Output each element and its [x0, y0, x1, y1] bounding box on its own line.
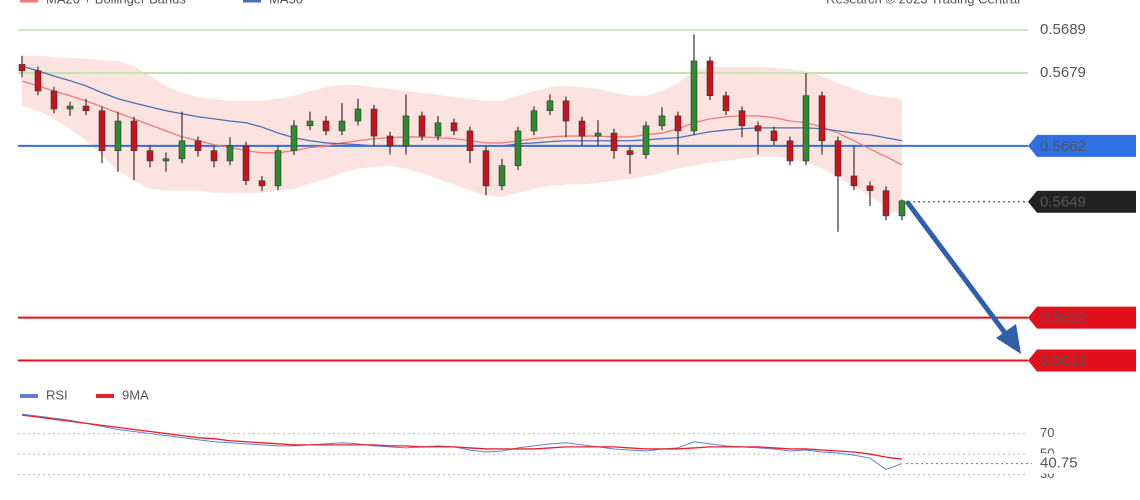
candle-body [194, 140, 202, 151]
level-label-box [1028, 349, 1136, 372]
candle-body [530, 110, 538, 132]
candle-body [210, 150, 218, 162]
level-label: 0.5622 [1040, 310, 1086, 327]
candle-body [66, 105, 74, 110]
candle-body [722, 95, 730, 112]
candle-body [34, 70, 42, 92]
legend-label: RSI [46, 387, 68, 402]
legend-label: 9MA [122, 387, 149, 402]
current-label: 40.75 [1040, 455, 1078, 472]
candle-body [130, 120, 138, 151]
candle-body [322, 120, 330, 132]
candle-body [274, 150, 282, 187]
candle-body [434, 122, 442, 137]
candle-body [594, 132, 602, 137]
bollinger-band [22, 55, 902, 216]
level-label-box [1028, 190, 1136, 213]
level-label-box [1028, 306, 1136, 329]
candle-body [242, 145, 250, 181]
candle-body [370, 108, 378, 137]
candle-body [610, 132, 618, 151]
level-label: 0.5612 [1040, 353, 1086, 370]
candle-body [482, 150, 490, 187]
candle-body [162, 158, 170, 162]
candle-body [354, 108, 362, 122]
candle-body [866, 185, 874, 191]
y-tick-label: 70 [1040, 425, 1054, 440]
level-label: 0.5649 [1040, 194, 1086, 211]
candle-body [738, 110, 746, 127]
candle-body [562, 100, 570, 122]
candle-body [226, 145, 234, 162]
candle-body [466, 130, 474, 151]
level-label: 0.5679 [1040, 64, 1086, 81]
candle-body [642, 125, 650, 155]
current-label-bg [1034, 453, 1094, 474]
candle-body [578, 120, 586, 137]
level-label: 0.5662 [1040, 138, 1086, 155]
level-label-box [1028, 134, 1136, 157]
candle-body [386, 135, 394, 147]
candle-body [770, 130, 778, 142]
chart-layer: 0.5689 0.5679 0.5662 0.5649 0.5622 0.5612 MA20… [18, 0, 1136, 481]
indicator-line [21, 414, 903, 460]
candle-body [882, 190, 890, 217]
candle-body [834, 140, 842, 177]
legend-label: MA50 [269, 0, 303, 6]
candle-body [290, 125, 298, 151]
arrow-shaft [905, 200, 1011, 340]
source: Research © 2023 Trading Central [826, 0, 1020, 6]
level-label: 0.5689 [1040, 21, 1086, 38]
candle-body [18, 64, 26, 72]
moving-average [21, 80, 903, 166]
candle-body [706, 60, 714, 97]
candle-body [498, 165, 506, 187]
candle-body [82, 105, 90, 112]
arrow-head [996, 324, 1021, 354]
candle-body [50, 90, 58, 110]
candle-body [514, 130, 522, 166]
candle-body [402, 115, 410, 147]
legend-label: MA20 + Bollinger Bands [46, 0, 186, 6]
forecast-arrow [905, 200, 1021, 354]
candle-body [626, 150, 634, 155]
candle-body [98, 110, 106, 151]
candle-body [546, 100, 554, 112]
candle-body [306, 120, 314, 127]
candle-body [818, 95, 826, 142]
candle-body [114, 120, 122, 151]
candle-body [450, 122, 458, 132]
candle-body [850, 175, 858, 187]
indicator-line [21, 413, 903, 471]
candle-body [786, 140, 794, 162]
candle-body [418, 115, 426, 137]
candle-body [802, 95, 810, 162]
candle-body [754, 125, 762, 132]
candle-body [146, 150, 154, 162]
candle-body [674, 115, 682, 132]
candle-body [178, 140, 186, 160]
candle-body [898, 200, 906, 217]
candle-body [658, 115, 666, 127]
candle-body [338, 120, 346, 132]
candle-body [258, 180, 266, 187]
candle-body [690, 60, 698, 132]
